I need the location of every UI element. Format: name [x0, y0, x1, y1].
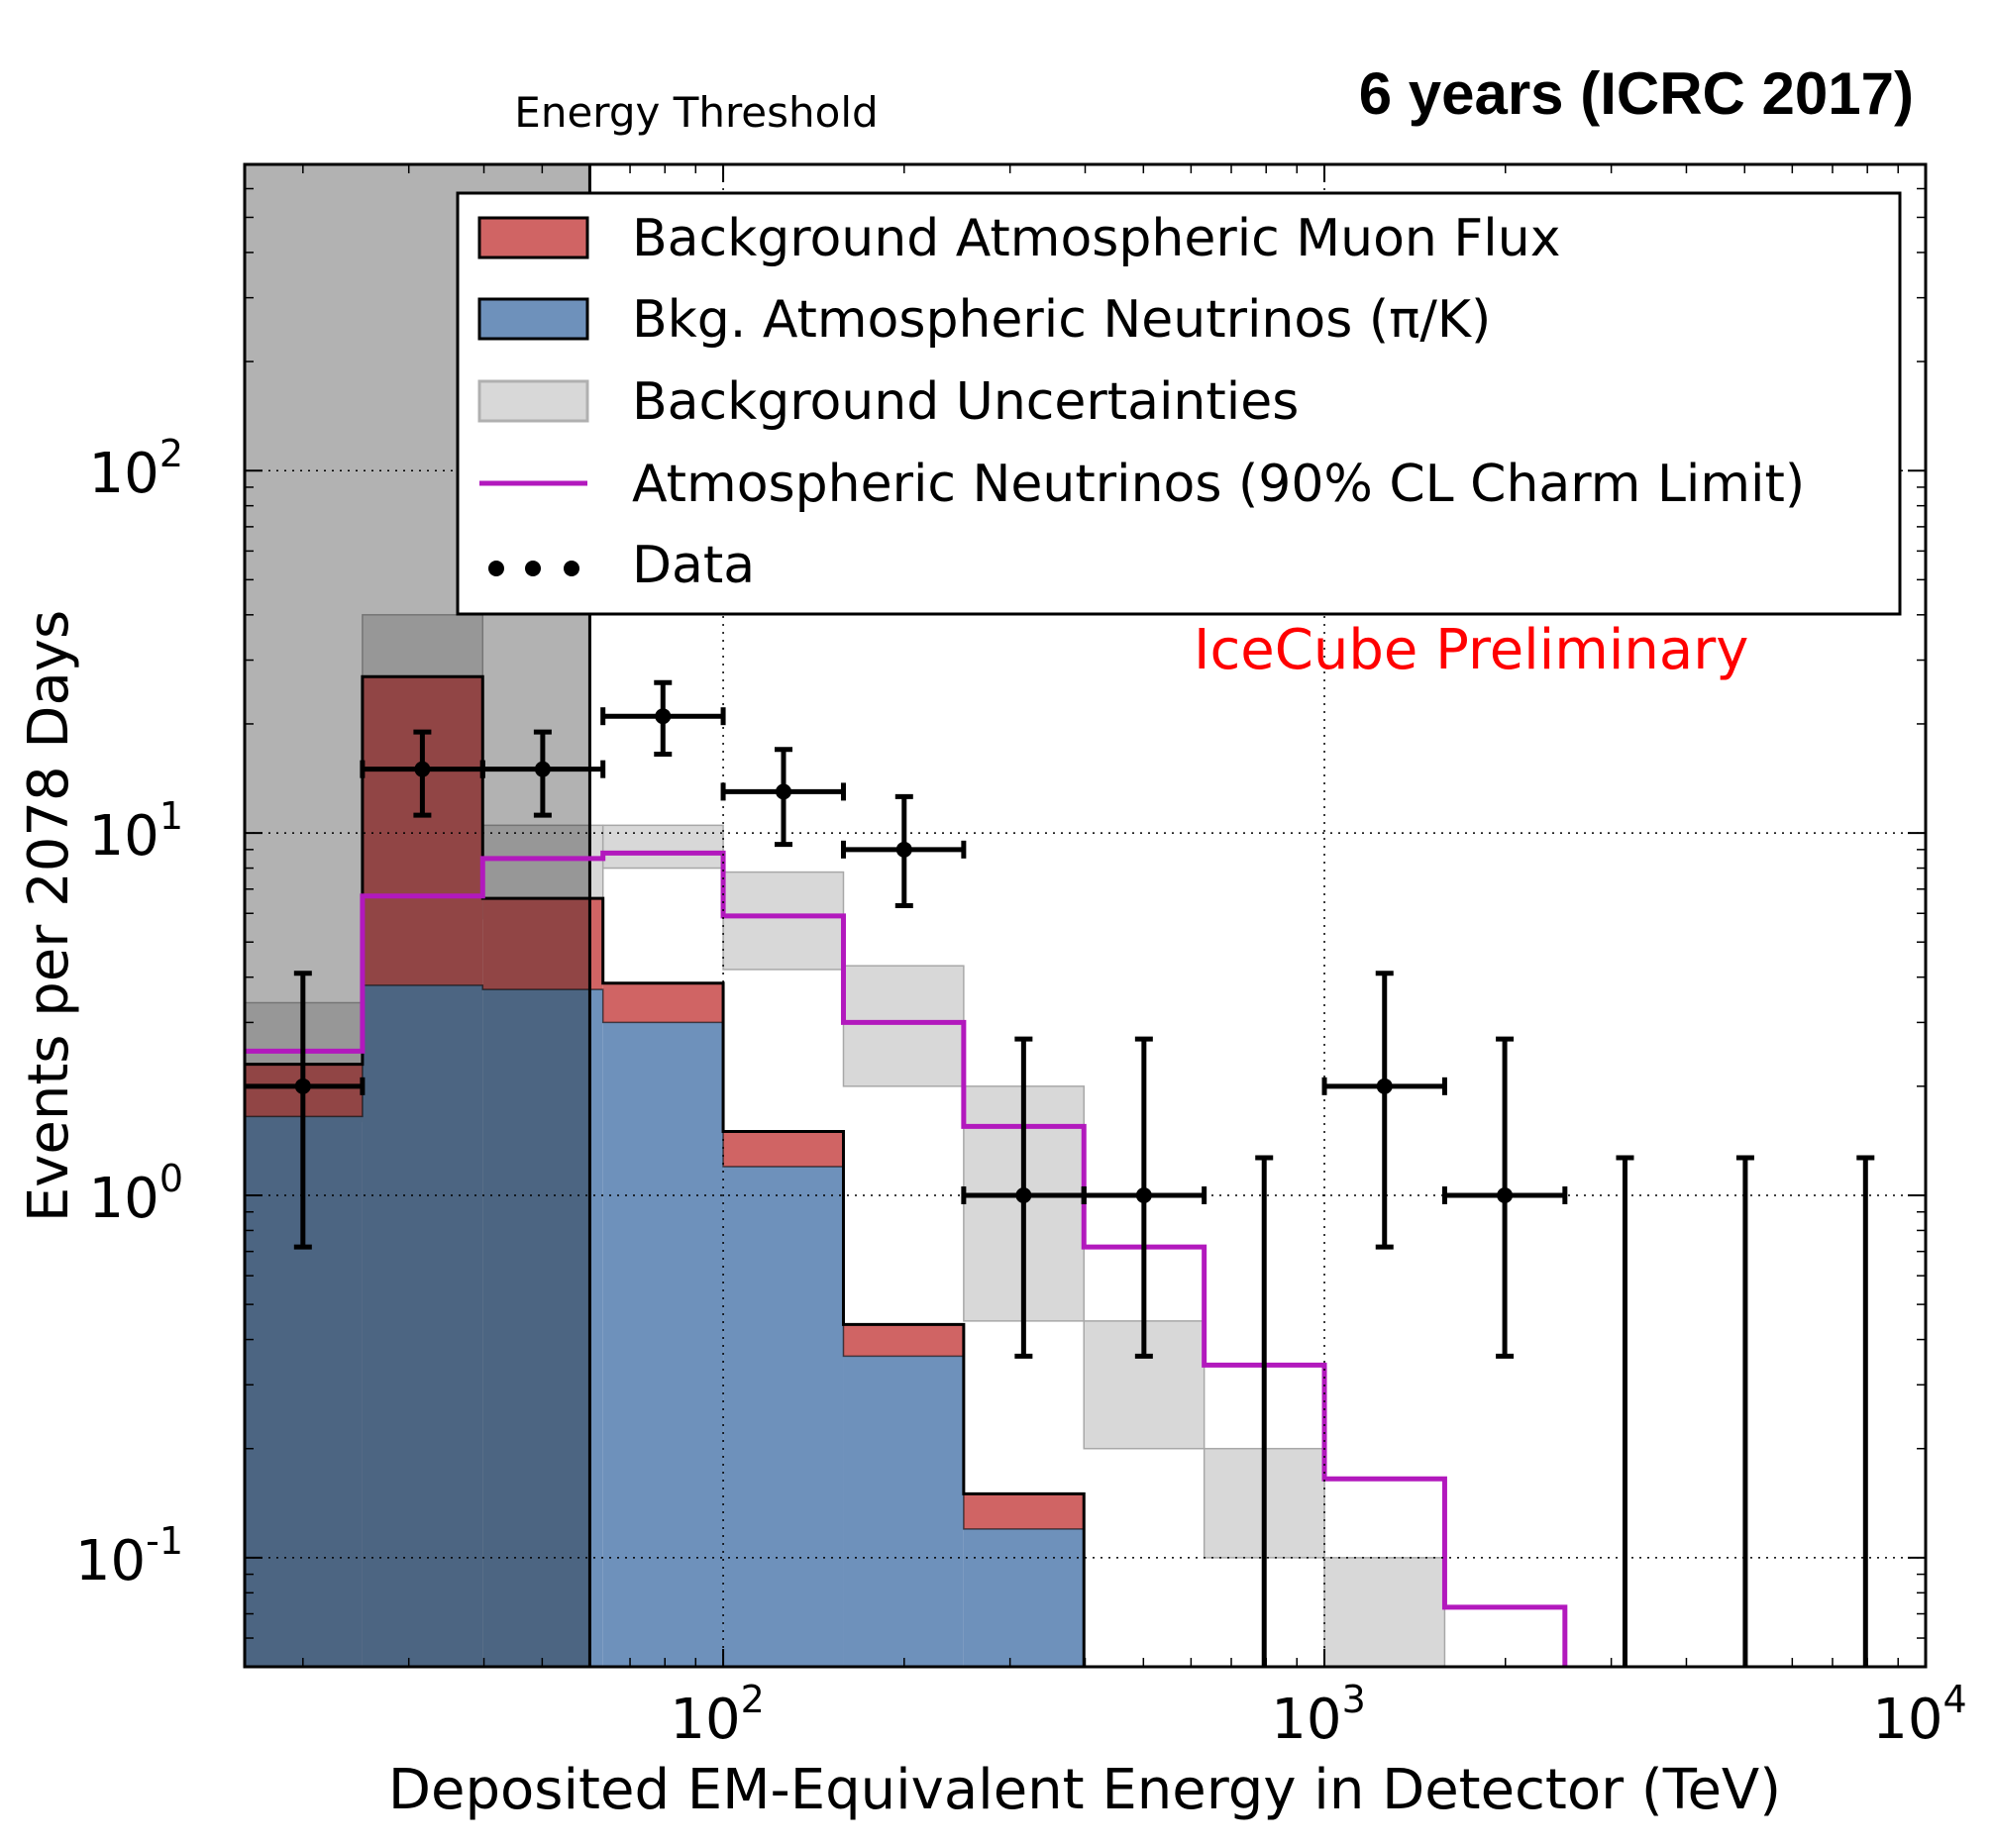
data-point [1135, 1186, 1152, 1203]
charm-limit-line [245, 850, 1568, 1667]
x-tick-label: 103 [1271, 1678, 1365, 1752]
legend-box [456, 191, 1902, 616]
muon-flux-bar [362, 676, 483, 985]
data-point [1376, 1078, 1393, 1094]
data-point [1497, 1186, 1514, 1203]
legend-swatch [477, 379, 589, 423]
neutrino-bar [482, 989, 603, 1667]
data-point [895, 841, 912, 858]
muon-flux-bar [482, 898, 603, 990]
data-point [655, 708, 672, 725]
uncertainty-band-bin [1323, 1557, 1446, 1667]
y-tick-label: 10-1 [75, 1519, 183, 1593]
data-point [775, 783, 791, 800]
chart-title: 6 years (ICRC 2017) [1359, 60, 1914, 127]
muon-flux-bar [723, 1131, 844, 1168]
y-tick-label: 102 [89, 432, 183, 506]
legend-label: Background Atmospheric Muon Flux [632, 209, 1560, 268]
legend-label: Data [632, 536, 755, 595]
muon-flux-bar [843, 1324, 964, 1357]
x-tick-label: 104 [1872, 1678, 1966, 1752]
x-axis-label: Deposited EM-Equivalent Energy in Detect… [388, 1758, 1781, 1822]
neutrino-bar [362, 984, 483, 1667]
legend-swatch [477, 216, 589, 259]
y-tick-label: 100 [89, 1157, 183, 1231]
data-point [1015, 1186, 1032, 1203]
data-point [534, 761, 551, 777]
legend-swatch-dot [488, 561, 504, 576]
data-point [414, 761, 431, 777]
uncertainty-band-bin [601, 824, 724, 870]
legend-label: Atmospheric Neutrinos (90% CL Charm Limi… [632, 455, 1805, 514]
uncertainty-band-bin [722, 871, 845, 971]
y-tick-label: 101 [89, 794, 183, 869]
neutrino-bar [602, 1022, 724, 1667]
uncertainty-band-bin [842, 965, 965, 1087]
legend-swatch-dot [525, 561, 541, 576]
neutrino-bar [723, 1167, 844, 1667]
y-axis-label: Events per 2078 Days [17, 610, 81, 1222]
muon-flux-bar [602, 982, 724, 1023]
neutrino-bar [843, 1356, 964, 1667]
preliminary-label: IceCube Preliminary [1194, 618, 1748, 682]
legend-label: Background Uncertainties [632, 372, 1299, 432]
legend-swatch-dot [564, 561, 579, 576]
legend-label: Bkg. Atmospheric Neutrinos (π/K) [632, 290, 1491, 350]
neutrino-bar [963, 1528, 1085, 1667]
legend-swatch [477, 297, 589, 341]
x-tick-label: 102 [670, 1678, 764, 1752]
data-point [294, 1078, 311, 1094]
muon-flux-bar [963, 1493, 1085, 1529]
threshold-label: Energy Threshold [514, 88, 878, 137]
